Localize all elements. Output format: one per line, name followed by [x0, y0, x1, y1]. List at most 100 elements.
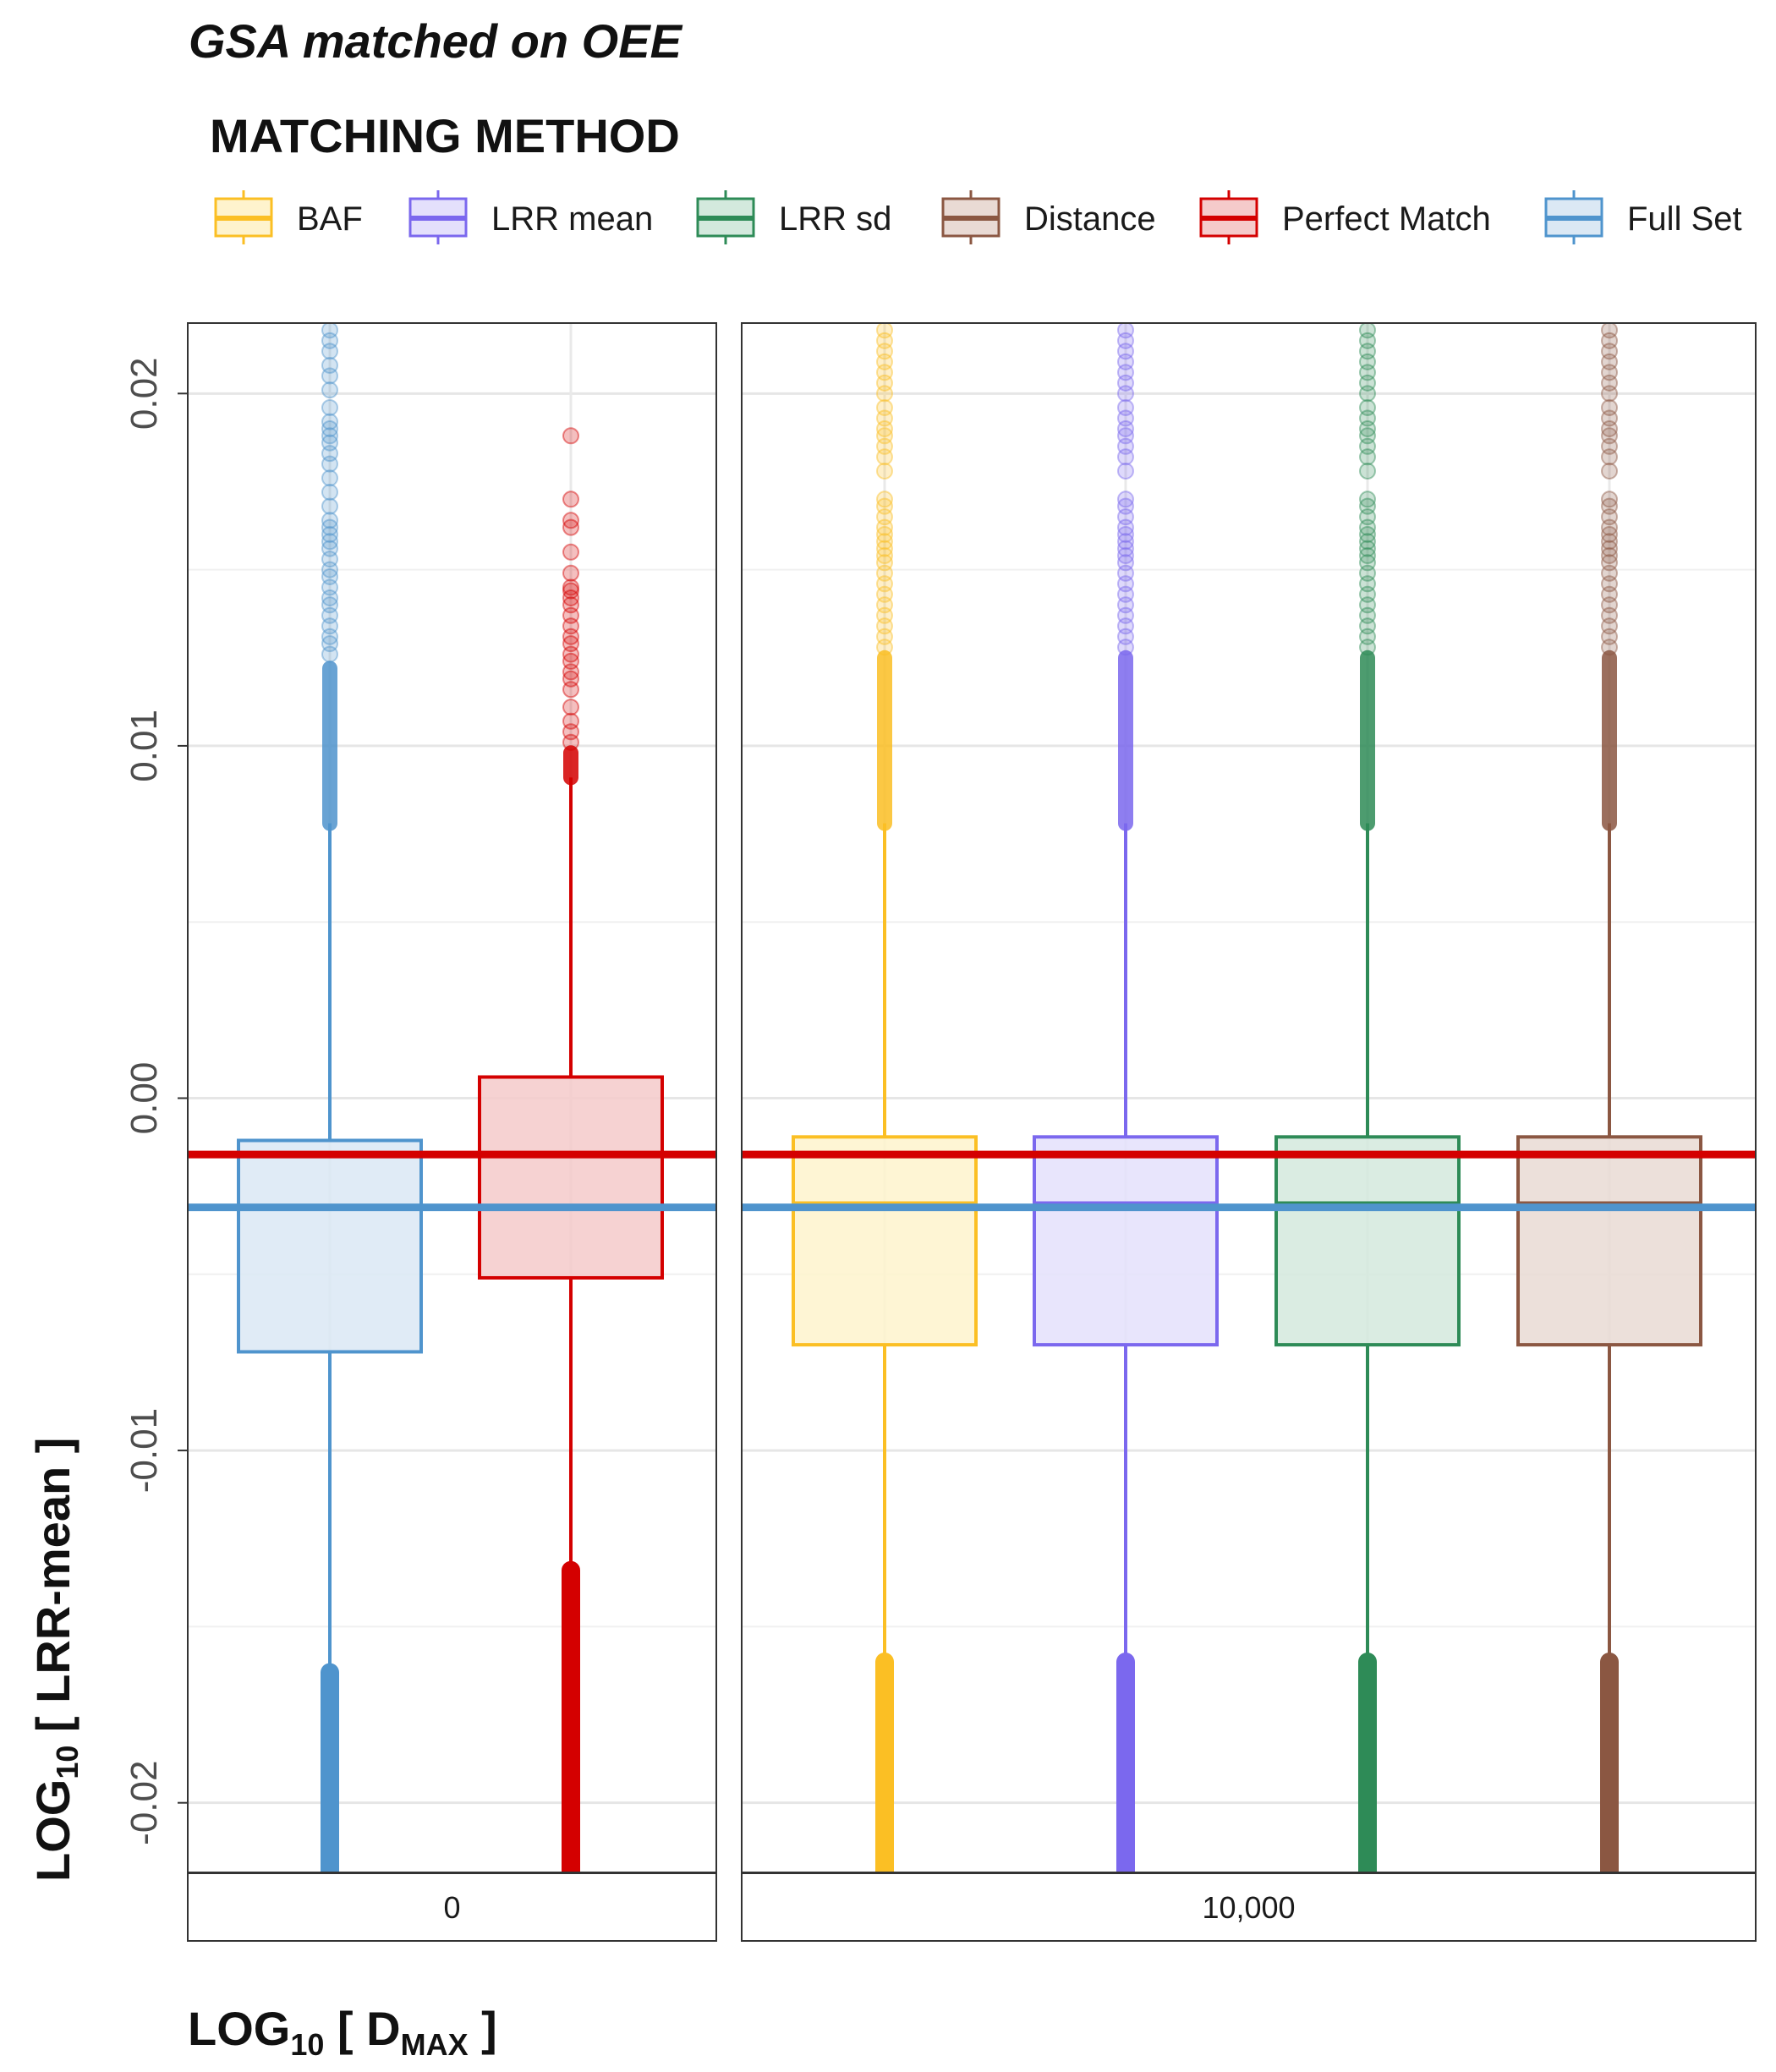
outlier-point	[876, 323, 893, 339]
outlier-point	[321, 525, 338, 543]
outlier-point	[1601, 353, 1618, 370]
outlier-point	[1601, 533, 1618, 551]
outlier-point	[321, 343, 338, 360]
outlier-point	[1117, 639, 1134, 656]
outlier-point	[1601, 343, 1618, 360]
outlier-point	[876, 374, 893, 392]
legend-item-full-set: Full Set	[1544, 190, 1742, 244]
box-iqr	[1033, 1135, 1219, 1347]
legend-label: LRR sd	[779, 200, 891, 238]
outlier-point	[321, 445, 338, 463]
outlier-point	[1117, 398, 1134, 416]
outlier-point	[1117, 462, 1134, 480]
outlier-point	[1601, 448, 1618, 466]
outlier-point	[321, 596, 338, 614]
outlier-point	[321, 617, 338, 635]
outlier-point	[1117, 508, 1134, 526]
outlier-point	[321, 497, 338, 515]
outlier-point	[321, 367, 338, 385]
facet-strip	[187, 1872, 717, 1942]
outlier-point	[562, 699, 579, 716]
outlier-point	[562, 733, 579, 751]
outlier-point	[1359, 525, 1376, 543]
outlier-point	[562, 491, 579, 508]
legend-item-lrr-mean: LRR mean	[408, 190, 653, 244]
legend-label: Perfect Match	[1282, 200, 1491, 238]
outlier-point	[562, 635, 579, 653]
facet-label: 0	[443, 1890, 460, 1925]
outlier-point	[876, 462, 893, 480]
outlier-point	[1117, 332, 1134, 349]
outlier-point	[562, 427, 579, 445]
outlier-point	[1601, 497, 1618, 515]
outlier-point	[321, 469, 338, 487]
outlier-point	[1117, 491, 1134, 508]
outlier-point	[1359, 508, 1376, 526]
outlier-point	[321, 589, 338, 606]
outlier-point	[876, 525, 893, 543]
panel-content	[742, 323, 1756, 1873]
outlier-point	[1117, 525, 1134, 543]
box-distance	[1516, 323, 1702, 1873]
outlier-point	[1117, 374, 1134, 392]
outlier-point	[1359, 546, 1376, 564]
outlier-point	[1359, 419, 1376, 437]
outlier-point	[321, 323, 338, 339]
y-axis: -0.02 -0.01 0.00 0.01 0.02	[123, 357, 188, 1845]
outlier-point	[1359, 596, 1376, 614]
outlier-point	[876, 564, 893, 582]
outlier-point	[321, 551, 338, 568]
panel-2: 10,000	[741, 322, 1757, 1942]
outlier-point	[1601, 596, 1618, 614]
outlier-point	[876, 437, 893, 455]
outlier-point	[1601, 617, 1618, 635]
box-perfect-match	[478, 427, 664, 1873]
outlier-point	[562, 578, 579, 596]
outlier-point	[1359, 540, 1376, 557]
outlier-point	[321, 512, 338, 529]
facet-label: 10,000	[1202, 1890, 1295, 1925]
outlier-point	[1117, 546, 1134, 564]
outlier-point	[1601, 540, 1618, 557]
outlier-point	[321, 381, 338, 399]
outlier-point	[321, 427, 338, 445]
outlier-point	[876, 546, 893, 564]
outlier-point	[1359, 585, 1376, 603]
box-baf	[792, 323, 978, 1873]
outlier-point	[1359, 323, 1376, 339]
outlier-point	[1359, 639, 1376, 656]
outlier-point	[321, 434, 338, 452]
outlier-point	[562, 596, 579, 614]
outlier-point	[876, 497, 893, 515]
outlier-point	[562, 564, 579, 582]
box-iqr	[237, 1138, 423, 1354]
outlier-point	[876, 491, 893, 508]
outlier-point	[1359, 617, 1376, 635]
outlier-point	[1601, 606, 1618, 624]
legend-item-lrr-sd: LRR sd	[696, 190, 891, 244]
outlier-point	[1359, 533, 1376, 551]
outlier-point	[1117, 419, 1134, 437]
outlier-point	[1601, 546, 1618, 564]
outlier-point	[1359, 497, 1376, 515]
outlier-point	[1117, 323, 1134, 339]
outlier-point	[1117, 617, 1134, 635]
outlier-point	[1117, 575, 1134, 593]
outlier-point	[321, 483, 338, 501]
outlier-point	[876, 343, 893, 360]
outlier-point	[1359, 364, 1376, 381]
panel-1: 0	[187, 322, 717, 1942]
box-iqr	[1516, 1135, 1702, 1347]
outlier-point	[562, 617, 579, 635]
outlier-point	[562, 512, 579, 529]
outlier-point	[1601, 462, 1618, 480]
legend-title: MATCHING METHOD	[210, 109, 680, 162]
outlier-point	[321, 635, 338, 653]
outlier-point	[1601, 564, 1618, 582]
outlier-point	[321, 645, 338, 663]
y-tick-label: -0.02	[123, 1761, 165, 1845]
outlier-point	[1117, 628, 1134, 645]
outlier-point	[876, 540, 893, 557]
outlier-point	[1359, 575, 1376, 593]
outlier-point	[321, 540, 338, 557]
